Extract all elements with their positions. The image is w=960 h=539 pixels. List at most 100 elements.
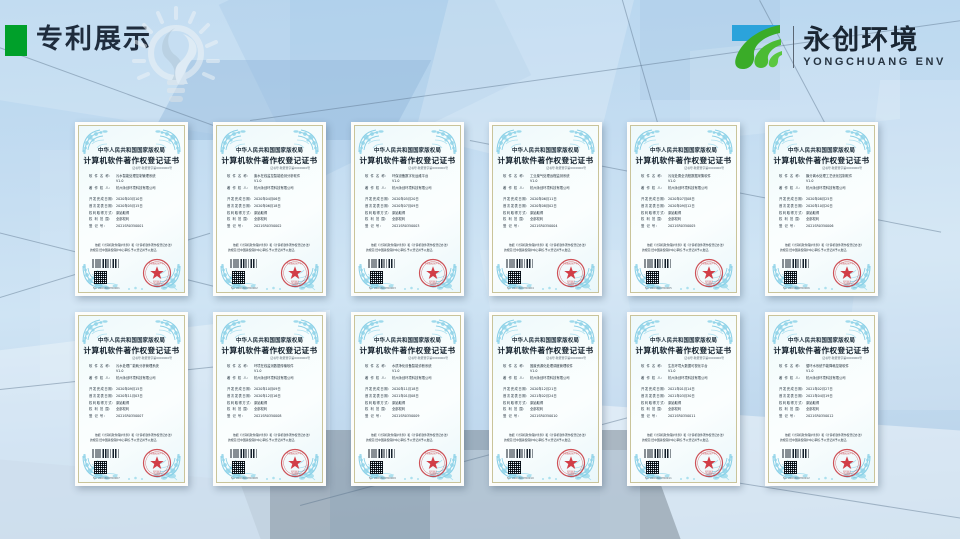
field-value: 全部权利 [254,407,268,412]
certificate-issuer: 中华人民共和国国家版权局 [235,338,304,344]
field-label: 登 记 号: [779,224,796,229]
field-value: 原始取得 [116,400,130,405]
field-value: 2020年07月08日 [668,197,695,201]
certificate-field-row: 开发完成日期: 2020年03月10日 [89,197,175,202]
certificate-card[interactable]: 中华人民共和国国家版权局 计算机软件著作权登记证书 证书号:软著登字第0000000… [765,122,878,296]
qr-code-icon[interactable] [784,271,797,284]
field-value: 原始取得 [254,210,268,215]
qr-code-icon[interactable] [232,271,245,284]
certificate-title: 计算机软件著作权登记证书 [497,156,594,165]
field-label: 首次发表日期: [503,393,528,398]
certificate-card[interactable]: 中华人民共和国国家版权局 计算机软件著作权登记证书 证书号:软著登字第0000000… [489,312,602,486]
certificate-serial: No. 2021SR0350007 [93,477,120,480]
certificate-field-row: 权 利 范 围: 全部权利 [365,407,451,412]
lightbulb-icon [132,6,220,102]
field-label: 权利取得方式: [227,210,252,215]
certificate-field-row: 权 利 范 围: 全部权利 [641,217,727,222]
field-label: 登 记 号: [503,224,520,229]
certificate-title: 计算机软件著作权登记证书 [773,346,870,355]
qr-code-icon[interactable] [508,271,521,284]
field-label: 著 作 权 人: [641,376,663,381]
field-value: 2020年09月15日 [116,387,143,391]
field-label: 登 记 号: [365,224,382,229]
certificate-title: 计算机软件著作权登记证书 [83,346,180,355]
field-label: 开发完成日期: [89,197,114,201]
certificate-fields: 软 件 名 称: 污水智能处理控制管理系统 V1.0 著 作 权 人: 杭州永创环境科技… [89,174,175,231]
certificate-card[interactable]: 中华人民共和国国家版权局 计算机软件著作权登记证书 证书号:软著登字第0000000… [765,312,878,486]
brand-logo: 永创环境 YONGCHUANG ENV [728,18,946,76]
certificate-title: 计算机软件著作权登记证书 [221,156,318,165]
field-value: 2020年12月21日 [530,387,557,391]
certificate-field-row: 著 作 权 人: 杭州永创环境科技有限公司 [365,186,451,191]
field-label: 登 记 号: [641,224,658,229]
certificate-field-row: 软 件 名 称: 水质净化设备智能诊断系统 V1.0 [365,364,451,375]
field-value: 杭州永创环境科技有限公司 [392,376,432,381]
field-label: 权利取得方式: [89,400,114,405]
certificate-inner-frame: 中华人民共和国国家版权局 计算机软件著作权登记证书 证书号:软著登字第0000000… [492,125,599,293]
red-official-seal-icon [556,258,586,288]
field-label: 著 作 权 人: [365,186,387,191]
qr-code-icon[interactable] [370,271,383,284]
field-label: 登 记 号: [89,414,106,419]
red-official-seal-icon [556,448,586,478]
qr-code-icon[interactable] [94,271,107,284]
certificate-card[interactable]: 中华人民共和国国家版权局 计算机软件著作权登记证书 证书号:软著登字第0000000… [627,312,740,486]
certificate-field-row: 权 利 范 围: 全部权利 [89,407,175,412]
field-label: 开发完成日期: [503,197,528,201]
field-label: 登 记 号: [227,224,244,229]
qr-code-icon[interactable] [232,461,245,474]
field-label: 著 作 权 人: [779,186,801,191]
certificate-field-row: 权利取得方式: 原始取得 [365,401,451,406]
certificate-serial: No. 2021SR0350010 [507,477,534,480]
certificate-card[interactable]: 中华人民共和国国家版权局 计算机软件著作权登记证书 证书号:软著登字第0000000… [75,312,188,486]
field-label: 首次发表日期: [89,393,114,398]
qr-code-icon[interactable] [646,461,659,474]
qr-code-icon[interactable] [508,461,521,474]
red-official-seal-icon [142,448,172,478]
qr-code-icon[interactable] [646,271,659,284]
field-value: 2020年03月10日 [116,197,143,201]
certificate-field-row: 著 作 权 人: 杭州永创环境科技有限公司 [89,186,175,191]
field-label: 开发完成日期: [641,387,666,391]
certificate-card[interactable]: 中华人民共和国国家版权局 计算机软件著作权登记证书 证书号:软著登字第0000000… [627,122,740,296]
certificate-field-row: 著 作 权 人: 杭州永创环境科技有限公司 [779,186,865,191]
field-value: 2020年10月20日 [806,203,833,208]
certificate-serial: No. 2021SR0350011 [645,477,672,480]
field-label: 软 件 名 称: [779,174,801,178]
qr-code-icon[interactable] [784,461,797,474]
certificate-field-row: 登 记 号: 2021SR0350003 [365,224,451,229]
certificate-inner-frame: 中华人民共和国国家版权局 计算机软件著作权登记证书 证书号:软著登字第0000000… [78,315,185,483]
certificate-number-line: 证书号:软著登字第0000000号 [822,356,862,360]
barcode [230,449,257,458]
certificate-fields: 软 件 名 称: 污水处理厂能耗分析管理系统 V1.0 著 作 权 人: 杭州永创环境科… [89,364,175,421]
certificate-field-row: 开发完成日期: 2020年10月09日 [227,387,313,392]
field-value: 2021SR0350003 [392,224,420,229]
field-value: 原始取得 [806,400,820,405]
field-value: 2020年05月15日 [116,203,143,208]
certificate-card[interactable]: 中华人民共和国国家版权局 计算机软件著作权登记证书 证书号:软著登字第0000000… [75,122,188,296]
certificate-card[interactable]: 中华人民共和国国家版权局 计算机软件著作权登记证书 证书号:软著登字第0000000… [213,312,326,486]
certificate-field-row: 软 件 名 称: 工业废气处理远程监测系统 V1.0 [503,174,589,185]
certificate-field-row: 软 件 名 称: 污水处理厂能耗分析管理系统 V1.0 [89,364,175,375]
certificate-inner-frame: 中华人民共和国国家版权局 计算机软件著作权登记证书 证书号:软著登字第0000000… [630,125,737,293]
certificate-card[interactable]: 中华人民共和国国家版权局 计算机软件著作权登记证书 证书号:软著登字第0000000… [213,122,326,296]
qr-code-icon[interactable] [94,461,107,474]
qr-code-icon[interactable] [370,461,383,474]
field-label: 登 记 号: [779,414,796,419]
certificate-field-row: 权利取得方式: 原始取得 [779,401,865,406]
field-label: 开发完成日期: [365,197,390,201]
field-value: 环境在线监测数据传输软件 V1.0 [254,364,294,374]
field-label: 著 作 权 人: [227,376,249,381]
certificate-card[interactable]: 中华人民共和国国家版权局 计算机软件著作权登记证书 证书号:软著登字第0000000… [351,122,464,296]
field-label: 著 作 权 人: [227,186,249,191]
field-label: 权利取得方式: [503,210,528,215]
certificate-card[interactable]: 中华人民共和国国家版权局 计算机软件著作权登记证书 证书号:软著登字第0000000… [489,122,602,296]
field-value: 环保设备数字化运维平台 V1.0 [392,174,429,184]
certificate-fields: 软 件 名 称: 膜分离水处理工艺优化控制软件 V1.0 著 作 权 人: 杭州永创环境… [779,174,865,231]
field-label: 首次发表日期: [227,393,252,398]
certificate-note: 依据《计算机软件保护条例》和《计算机软件著作权登记办法》的规定,经中国版权保护中… [504,243,588,253]
certificate-field-row: 著 作 权 人: 杭州永创环境科技有限公司 [641,376,727,381]
certificate-card[interactable]: 中华人民共和国国家版权局 计算机软件著作权登记证书 证书号:软著登字第0000000… [351,312,464,486]
field-value: 2021SR0350009 [392,414,420,419]
